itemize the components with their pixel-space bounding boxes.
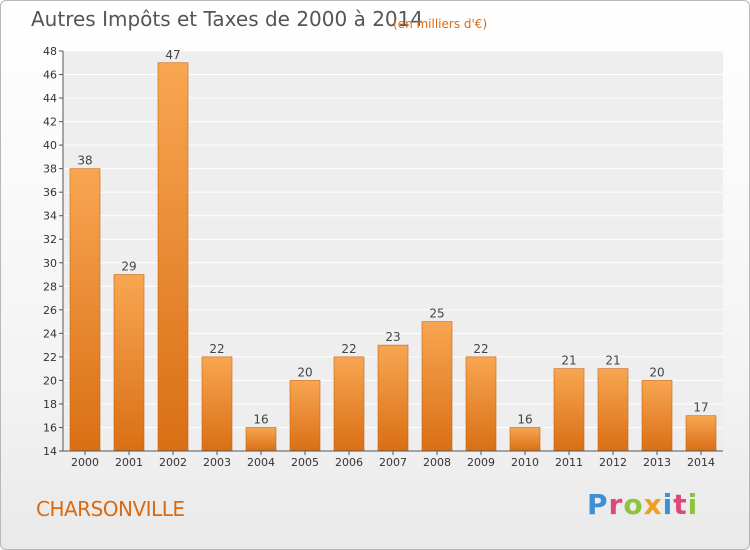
- x-tick-label: 2002: [159, 456, 187, 469]
- bar-value-label: 25: [429, 307, 444, 321]
- y-tick-label: 14: [43, 445, 57, 458]
- bar: [245, 427, 277, 452]
- bar: [553, 368, 585, 452]
- x-tick-label: 2012: [599, 456, 627, 469]
- bar: [377, 344, 409, 452]
- logo-letter: i: [687, 488, 699, 521]
- bar: [465, 356, 497, 452]
- x-tick-label: 2004: [247, 456, 275, 469]
- bar: [157, 62, 189, 452]
- bar-value-label: 21: [605, 354, 620, 368]
- bar: [685, 415, 717, 452]
- y-tick-label: 46: [43, 69, 57, 82]
- bar-value-label: 17: [693, 401, 708, 415]
- y-tick-label: 28: [43, 280, 57, 293]
- x-tick-label: 2013: [643, 456, 671, 469]
- x-tick-label: 2003: [203, 456, 231, 469]
- bar: [69, 168, 101, 452]
- bar-value-label: 22: [209, 342, 224, 356]
- bar: [201, 356, 233, 452]
- y-tick-label: 18: [43, 398, 57, 411]
- x-tick-label: 2010: [511, 456, 539, 469]
- y-tick-label: 48: [43, 45, 57, 58]
- bar-value-label: 23: [385, 330, 400, 344]
- commune-name: CHARSONVILLE: [36, 497, 185, 521]
- y-tick-label: 20: [43, 374, 57, 387]
- bar: [113, 274, 145, 452]
- logo-letter: o: [623, 488, 644, 521]
- y-tick-label: 40: [43, 139, 57, 152]
- bar-value-label: 22: [341, 342, 356, 356]
- y-tick-label: 42: [43, 116, 57, 129]
- x-tick-label: 2000: [71, 456, 99, 469]
- bar-value-label: 22: [473, 342, 488, 356]
- chart-title: Autres Impôts et Taxes de 2000 à 2014: [31, 7, 424, 31]
- logo-letter: P: [587, 488, 609, 521]
- x-tick-label: 2005: [291, 456, 319, 469]
- x-tick-label: 2014: [687, 456, 715, 469]
- y-tick-label: 22: [43, 351, 57, 364]
- x-tick-label: 2008: [423, 456, 451, 469]
- x-tick-label: 2011: [555, 456, 583, 469]
- logo-letter: t: [673, 488, 688, 521]
- x-tick-label: 2009: [467, 456, 495, 469]
- bar-value-label: 21: [561, 354, 576, 368]
- bar-value-label: 38: [77, 154, 92, 168]
- logo-letter: x: [643, 488, 663, 521]
- y-tick-label: 30: [43, 257, 57, 270]
- y-tick-label: 32: [43, 233, 57, 246]
- bar: [509, 427, 541, 452]
- x-tick-label: 2007: [379, 456, 407, 469]
- x-tick-label: 2001: [115, 456, 143, 469]
- chart-subtitle: (en milliers d'€): [393, 17, 488, 31]
- bar: [641, 380, 673, 452]
- y-tick-label: 34: [43, 210, 57, 223]
- x-tick-label: 2006: [335, 456, 363, 469]
- logo-letter: r: [608, 488, 624, 521]
- logo-letter: i: [662, 488, 674, 521]
- y-tick-label: 16: [43, 421, 57, 434]
- bar-value-label: 16: [517, 412, 532, 426]
- y-tick-label: 36: [43, 186, 57, 199]
- bar-value-label: 47: [165, 48, 180, 62]
- bar-value-label: 20: [297, 365, 312, 379]
- y-tick-label: 26: [43, 304, 57, 317]
- y-tick-label: 44: [43, 92, 57, 105]
- bar-value-label: 29: [121, 260, 136, 274]
- bar-value-label: 16: [253, 412, 268, 426]
- y-tick-label: 38: [43, 163, 57, 176]
- proxiti-logo: Proxiti: [587, 488, 698, 521]
- bar: [421, 321, 453, 452]
- y-tick-label: 24: [43, 327, 57, 340]
- bar: [333, 356, 365, 452]
- bar-value-label: 20: [649, 365, 664, 379]
- bar: [597, 368, 629, 452]
- bar: [289, 380, 321, 452]
